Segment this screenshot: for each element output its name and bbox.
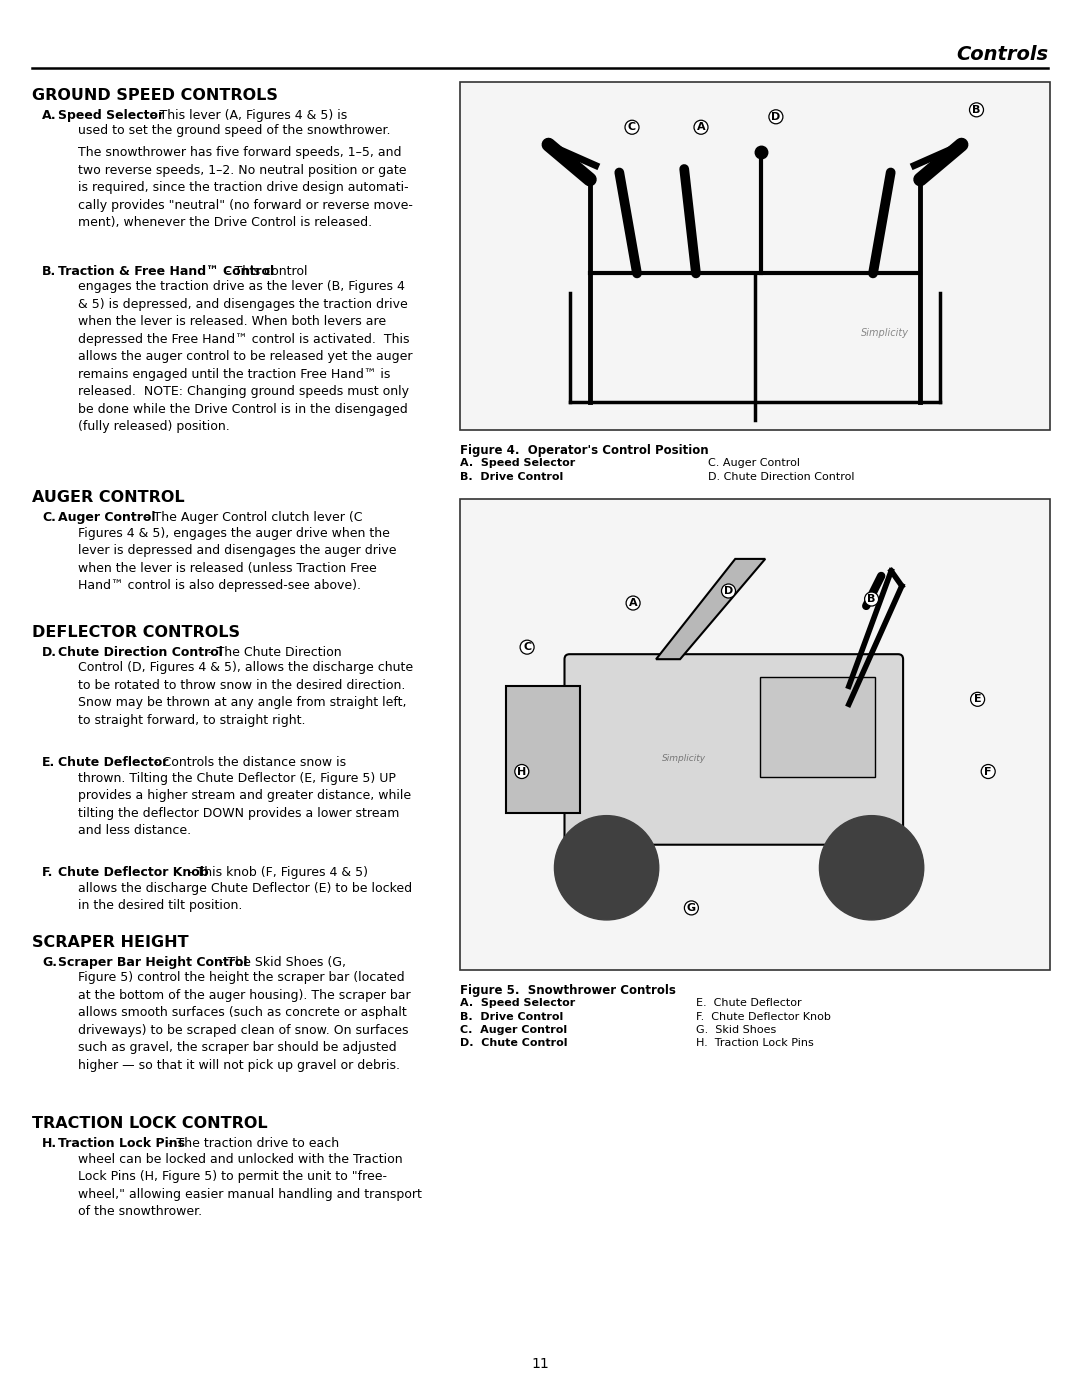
Text: D: D xyxy=(771,112,781,122)
Text: - Controls the distance snow is: - Controls the distance snow is xyxy=(154,756,346,770)
Text: - The Chute Direction: - The Chute Direction xyxy=(208,645,341,658)
Text: allows the discharge Chute Deflector (E) to be locked
in the desired tilt positi: allows the discharge Chute Deflector (E)… xyxy=(78,882,413,912)
Text: B.: B. xyxy=(42,264,56,278)
Text: D: D xyxy=(724,585,733,597)
Text: Simplicity: Simplicity xyxy=(662,754,706,763)
Text: Control (D, Figures 4 & 5), allows the discharge chute
to be rotated to throw sn: Control (D, Figures 4 & 5), allows the d… xyxy=(78,661,414,726)
FancyBboxPatch shape xyxy=(565,654,903,845)
Text: F: F xyxy=(985,767,991,777)
Text: - The Auger Control clutch lever (C: - The Auger Control clutch lever (C xyxy=(145,511,363,524)
Text: - This control: - This control xyxy=(226,264,308,278)
Text: B: B xyxy=(972,105,981,115)
Text: C: C xyxy=(627,123,636,133)
Text: B.  Drive Control: B. Drive Control xyxy=(460,472,564,482)
Text: - The traction drive to each: - The traction drive to each xyxy=(168,1137,339,1150)
Text: SCRAPER HEIGHT: SCRAPER HEIGHT xyxy=(32,935,189,950)
Text: A.: A. xyxy=(42,109,56,122)
Text: G: G xyxy=(687,902,696,912)
Text: used to set the ground speed of the snowthrower.: used to set the ground speed of the snow… xyxy=(78,124,391,137)
Text: D.: D. xyxy=(42,645,57,658)
Text: A: A xyxy=(697,123,705,133)
Text: Simplicity: Simplicity xyxy=(861,327,908,338)
Text: Traction & Free Hand™ Control: Traction & Free Hand™ Control xyxy=(58,264,274,278)
Circle shape xyxy=(554,816,659,921)
Text: H.: H. xyxy=(42,1137,57,1150)
Text: A.  Speed Selector: A. Speed Selector xyxy=(460,999,576,1009)
Text: C: C xyxy=(523,643,531,652)
Circle shape xyxy=(820,816,923,921)
Polygon shape xyxy=(656,559,766,659)
Text: F.  Chute Deflector Knob: F. Chute Deflector Knob xyxy=(696,1011,831,1021)
Bar xyxy=(460,499,1050,970)
Text: G.  Skid Shoes: G. Skid Shoes xyxy=(696,1025,777,1035)
Text: engages the traction drive as the lever (B, Figures 4
& 5) is depressed, and dis: engages the traction drive as the lever … xyxy=(78,279,413,433)
Text: 11: 11 xyxy=(531,1356,549,1370)
Text: E.  Chute Deflector: E. Chute Deflector xyxy=(696,999,801,1009)
Text: GROUND SPEED CONTROLS: GROUND SPEED CONTROLS xyxy=(32,88,278,103)
Text: wheel can be locked and unlocked with the Traction
Lock Pins (H, Figure 5) to pe: wheel can be locked and unlocked with th… xyxy=(78,1153,422,1218)
Text: A: A xyxy=(629,598,637,608)
Text: D. Chute Direction Control: D. Chute Direction Control xyxy=(707,472,854,482)
Text: Figure 4.  Operator's Control Position: Figure 4. Operator's Control Position xyxy=(460,444,708,457)
Text: E.: E. xyxy=(42,756,55,770)
Text: Speed Selector: Speed Selector xyxy=(58,109,164,122)
Text: - The Skid Shoes (G,: - The Skid Shoes (G, xyxy=(219,956,346,970)
Text: B.  Drive Control: B. Drive Control xyxy=(460,1011,564,1021)
Text: G.: G. xyxy=(42,956,57,970)
Text: H: H xyxy=(517,767,526,777)
Text: Figure 5) control the height the scraper bar (located
at the bottom of the auger: Figure 5) control the height the scraper… xyxy=(78,971,410,1071)
Text: - This lever (A, Figures 4 & 5) is: - This lever (A, Figures 4 & 5) is xyxy=(151,109,348,122)
Text: E: E xyxy=(974,694,982,704)
Bar xyxy=(760,678,875,777)
Text: H.  Traction Lock Pins: H. Traction Lock Pins xyxy=(696,1038,813,1048)
Text: Controls: Controls xyxy=(956,45,1048,64)
Text: The snowthrower has five forward speeds, 1–5, and
two reverse speeds, 1–2. No ne: The snowthrower has five forward speeds,… xyxy=(78,147,413,229)
Text: C.  Auger Control: C. Auger Control xyxy=(460,1025,567,1035)
Text: Chute Deflector: Chute Deflector xyxy=(58,756,168,770)
Text: B: B xyxy=(867,594,876,604)
Text: Figure 5.  Snowthrower Controls: Figure 5. Snowthrower Controls xyxy=(460,983,676,997)
Text: - This knob (F, Figures 4 & 5): - This knob (F, Figures 4 & 5) xyxy=(188,866,368,880)
Text: D.  Chute Control: D. Chute Control xyxy=(460,1038,567,1048)
Text: Traction Lock Pins: Traction Lock Pins xyxy=(58,1137,185,1150)
Text: A.  Speed Selector: A. Speed Selector xyxy=(460,458,576,468)
Text: Chute Deflector Knob: Chute Deflector Knob xyxy=(58,866,208,880)
Text: thrown. Tilting the Chute Deflector (E, Figure 5) UP
provides a higher stream an: thrown. Tilting the Chute Deflector (E, … xyxy=(78,771,411,837)
Text: C.: C. xyxy=(42,511,56,524)
Text: Auger Control: Auger Control xyxy=(58,511,156,524)
Text: AUGER CONTROL: AUGER CONTROL xyxy=(32,490,185,506)
Text: F.: F. xyxy=(42,866,53,880)
Text: DEFLECTOR CONTROLS: DEFLECTOR CONTROLS xyxy=(32,624,240,640)
Text: Scraper Bar Height Control: Scraper Bar Height Control xyxy=(58,956,247,970)
Bar xyxy=(505,686,580,813)
Text: Figures 4 & 5), engages the auger drive when the
lever is depressed and disengag: Figures 4 & 5), engages the auger drive … xyxy=(78,527,396,592)
Text: C. Auger Control: C. Auger Control xyxy=(707,458,800,468)
Text: TRACTION LOCK CONTROL: TRACTION LOCK CONTROL xyxy=(32,1116,268,1132)
Bar xyxy=(460,82,1050,430)
Text: Chute Direction Control: Chute Direction Control xyxy=(58,645,222,658)
